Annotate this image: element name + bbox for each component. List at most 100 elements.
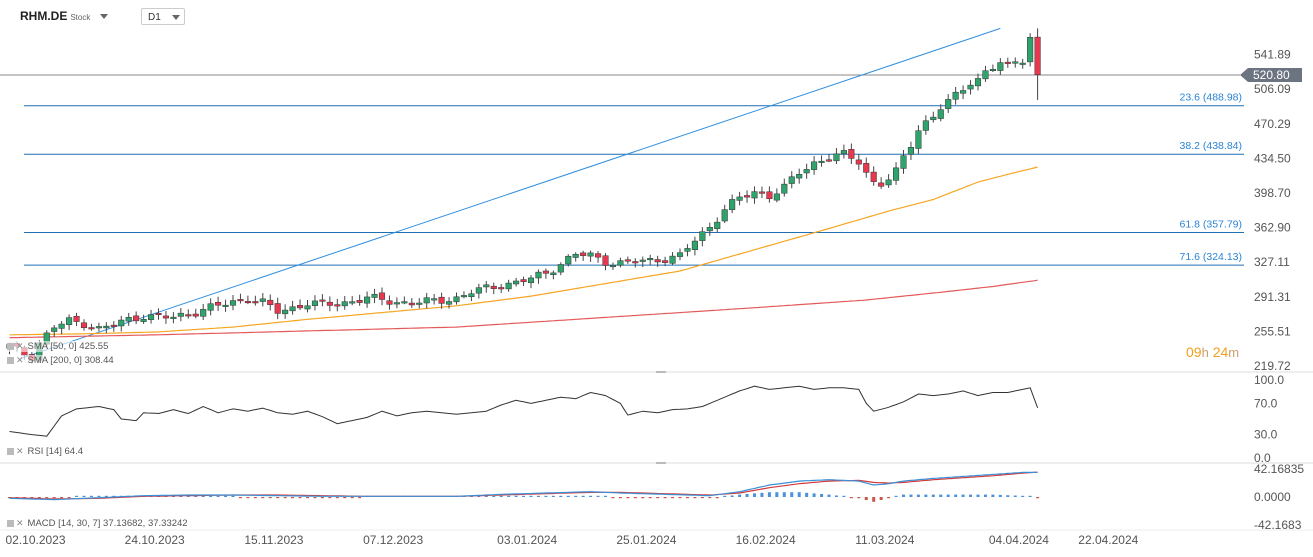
candle-body [341,301,348,307]
symbol-type: Stock [70,13,91,22]
candle [229,294,237,311]
macd-histogram-bar [306,497,309,499]
macd-histogram-bar [939,494,943,497]
candle [706,222,713,236]
candle-body [148,314,155,320]
candle-body [1004,61,1011,64]
candle-body [595,253,602,258]
candle [550,270,557,280]
candle-body [170,316,177,319]
close-icon[interactable]: ✕ [16,341,24,351]
candle-body [88,327,95,330]
candle [297,299,304,311]
candle [654,255,661,267]
indicator-settings-icon[interactable] [7,342,14,350]
date-tick-label: 11.03.2024 [855,533,914,547]
macd-histogram-bar [104,495,108,497]
candle [766,186,773,203]
candle-body [1034,36,1041,76]
macd-histogram-bar [536,495,540,497]
candle [431,293,438,305]
indicator-settings-icon[interactable] [7,356,14,364]
macd-histogram-bar [596,495,600,497]
panel-resize-handle[interactable] [656,462,666,464]
sma50-text: SMA [50, 0] 425.55 [27,341,109,352]
macd-histogram-bar [581,495,585,497]
candle-body [58,323,65,329]
macd-histogram-bar [931,494,935,497]
macd-histogram-bar [767,492,771,497]
indicator-label-sma200[interactable]: ✕ SMA [200, 0] 308.44 [7,355,114,366]
macd-histogram-bar [559,495,563,497]
candle-body [878,182,885,187]
close-icon[interactable]: ✕ [16,446,24,456]
panel-resize-handle[interactable] [656,371,666,373]
candle [162,311,169,324]
macd-histogram-bar [797,492,801,497]
candle [416,298,423,309]
candle [595,251,602,263]
candle [982,65,989,82]
candle [423,292,430,309]
candle-body [207,303,214,311]
candle-body [758,191,766,194]
candle-body [848,149,855,159]
candle-body [840,150,847,155]
candle-body [66,317,73,325]
macd-histogram-bar [82,495,86,497]
candle [974,73,982,91]
candle-body [572,253,579,258]
macd-histogram-bar [89,495,93,497]
candle [542,268,549,279]
close-icon[interactable]: ✕ [16,518,24,528]
candle [729,194,736,214]
candle [818,155,825,167]
candle [222,299,229,312]
macd-histogram-bar [998,494,1002,497]
macd-line [9,471,1038,501]
candle-body [535,271,542,279]
indicator-label-macd[interactable]: ✕ MACD [14, 30, 7] 37.13682, 37.33242 [7,518,188,529]
candle [73,312,80,327]
indicator-settings-icon[interactable] [7,447,14,455]
candle [565,254,572,267]
macd-tick-label: -42.1683 [1254,518,1302,532]
candle-body [304,305,311,310]
candle-body [215,302,222,306]
candle [66,314,73,331]
current-price-label: 520.80 [1253,68,1290,82]
candle [244,295,251,305]
candle [773,188,780,203]
macd-histogram-bar [313,497,317,499]
candle-body [691,240,698,250]
symbol-name: RHM.DE [20,9,68,23]
macd-histogram-bar [320,497,324,499]
indicator-settings-icon[interactable] [7,519,14,527]
macd-histogram-bar [60,497,64,499]
fib-level-label: 61.8 (357.79) [1180,219,1242,231]
macd-histogram-bar [253,497,257,499]
close-icon[interactable]: ✕ [16,355,24,365]
chevron-down-icon [100,14,109,20]
timeframe-select[interactable]: D1 [141,8,185,25]
candle [572,252,579,262]
candle [580,250,587,261]
indicator-label-sma50[interactable]: ✕ SMA [50, 0] 425.55 [7,341,109,352]
candle-body [952,91,959,100]
candle [647,254,654,266]
price-tick-label: 327.11 [1254,255,1290,269]
candle [781,178,788,197]
symbol-selector[interactable]: RHM.DE Stock [20,9,109,23]
macd-histogram-bar [574,495,578,497]
countdown-hours-unit: h [1201,345,1209,360]
candle-body [371,293,378,298]
candle [51,324,58,337]
macd-histogram-bar [969,494,973,497]
candle-body [617,260,624,266]
candle-body [706,226,713,232]
candle-body [736,196,743,201]
macd-histogram-bar [693,497,697,499]
indicator-label-rsi[interactable]: ✕ RSI [14] 64.4 [7,446,83,457]
